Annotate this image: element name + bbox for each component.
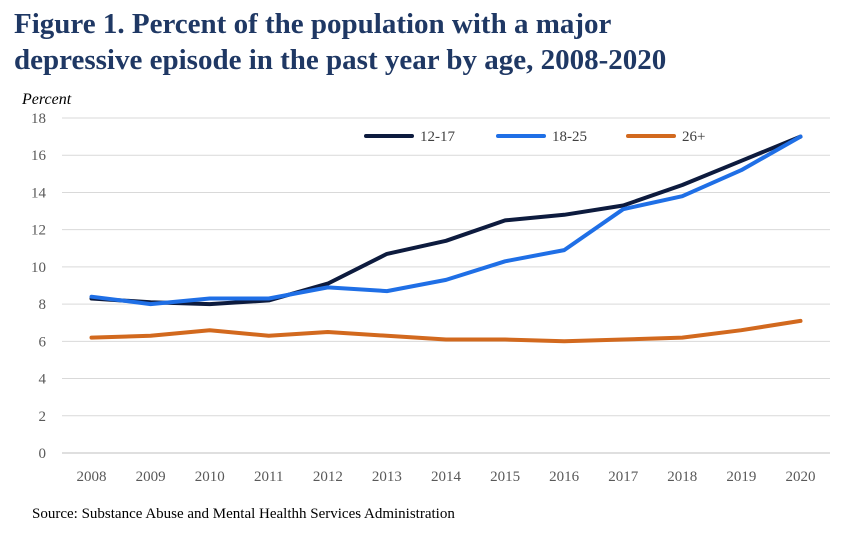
series-line-26+ bbox=[89, 318, 803, 344]
chart-title: Figure 1. Percent of the population with… bbox=[14, 6, 844, 78]
x-tick-label: 2012 bbox=[313, 469, 343, 485]
x-tick-label: 2019 bbox=[726, 469, 756, 485]
x-tick-label: 2016 bbox=[549, 469, 580, 485]
y-tick-label: 10 bbox=[31, 260, 46, 276]
x-tick-label: 2018 bbox=[667, 469, 697, 485]
y-axis-unit-label: Percent bbox=[21, 91, 72, 108]
x-tick-label: 2011 bbox=[254, 469, 283, 485]
series-lines bbox=[89, 134, 803, 344]
y-tick-label: 18 bbox=[31, 111, 46, 127]
y-tick-label: 8 bbox=[39, 297, 47, 313]
y-tick-label: 2 bbox=[39, 409, 47, 425]
legend-label: 12-17 bbox=[420, 129, 455, 145]
legend-label: 26+ bbox=[682, 129, 705, 145]
x-tick-label: 2014 bbox=[431, 469, 462, 485]
series-line-18-25 bbox=[89, 134, 803, 307]
y-tick-label: 16 bbox=[31, 148, 47, 164]
y-axis-ticks: 0 2 4 6 8 10 12 14 16 18 bbox=[31, 111, 47, 462]
y-tick-label: 4 bbox=[39, 372, 47, 388]
x-tick-label: 2009 bbox=[136, 469, 166, 485]
x-tick-label: 2020 bbox=[785, 469, 815, 485]
x-tick-label: 2015 bbox=[490, 469, 520, 485]
y-tick-label: 6 bbox=[39, 334, 47, 350]
x-tick-label: 2017 bbox=[608, 469, 639, 485]
x-tick-label: 2013 bbox=[372, 469, 402, 485]
legend: 12-17 18-25 26+ bbox=[364, 129, 705, 145]
chart-title-line-1: Figure 1. Percent of the population with… bbox=[14, 8, 612, 40]
x-tick-label: 2010 bbox=[195, 469, 225, 485]
gridlines bbox=[62, 117, 830, 454]
y-tick-label: 0 bbox=[39, 446, 47, 462]
x-axis-ticks: 2008 2009 2010 2011 2012 2013 2014 2015 2016 2017… bbox=[77, 469, 816, 485]
x-tick-label: 2008 bbox=[77, 469, 107, 485]
y-tick-label: 14 bbox=[31, 185, 47, 201]
chart-title-line-2: depressive episode in the past year by a… bbox=[14, 44, 667, 76]
legend-label: 18-25 bbox=[552, 129, 587, 145]
source-note: Source: Substance Abuse and Mental Healt… bbox=[32, 506, 455, 522]
series-line-12-17 bbox=[89, 134, 803, 307]
y-tick-label: 12 bbox=[31, 223, 46, 239]
